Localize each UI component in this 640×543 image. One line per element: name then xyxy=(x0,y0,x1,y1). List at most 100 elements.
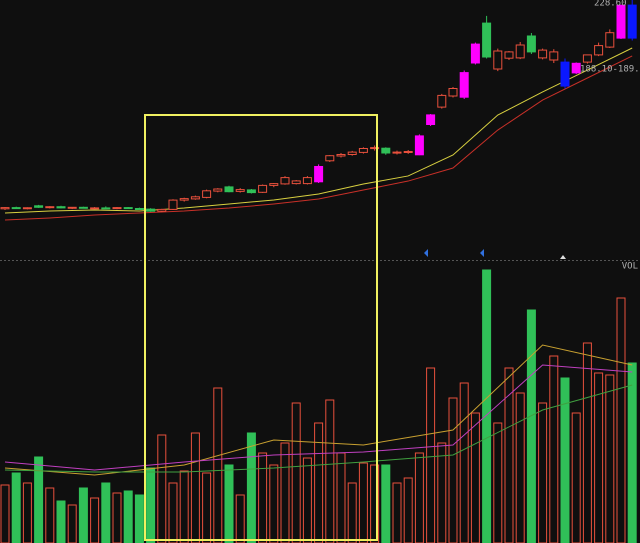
ma-line xyxy=(4,384,633,473)
volume-bar xyxy=(358,462,368,543)
volume-bar xyxy=(448,397,458,543)
volume-bar xyxy=(67,504,77,543)
candle-body xyxy=(414,135,424,156)
volume-bar xyxy=(538,402,548,543)
candle-body xyxy=(101,207,111,210)
volume-bar xyxy=(560,377,570,543)
volume-bar xyxy=(347,482,357,543)
volume-bar xyxy=(45,487,55,543)
volume-bar xyxy=(302,457,312,543)
candle-body xyxy=(470,43,480,64)
candle-body xyxy=(370,147,380,150)
signal-arrow xyxy=(560,255,566,259)
ma-line xyxy=(4,344,633,476)
volume-bar xyxy=(482,269,492,543)
volume-bar xyxy=(571,412,581,543)
volume-bar xyxy=(504,367,514,543)
candle-body xyxy=(11,207,21,210)
candle-body xyxy=(627,4,637,39)
candle-body xyxy=(325,155,335,162)
volume-bar xyxy=(146,467,156,543)
volume-bar xyxy=(414,452,424,543)
candle-body xyxy=(280,177,290,185)
candle-body xyxy=(22,207,32,210)
volume-bar xyxy=(526,309,536,543)
candle-body xyxy=(291,180,301,185)
candle-body xyxy=(403,151,413,153)
volume-bar xyxy=(515,392,525,543)
candle-body xyxy=(45,206,55,209)
candle-body xyxy=(78,206,88,209)
candle-body xyxy=(515,44,525,59)
volume-bar xyxy=(381,464,391,543)
candle-body xyxy=(302,177,312,185)
candle-body xyxy=(67,206,77,209)
candle-body xyxy=(190,196,200,200)
volume-label: VOL xyxy=(622,262,638,272)
volume-bar xyxy=(336,452,346,543)
candle-body xyxy=(538,49,548,59)
volume-bar xyxy=(202,472,212,543)
volume-bar xyxy=(582,342,592,543)
volume-bar xyxy=(179,470,189,543)
candle-body xyxy=(560,61,570,87)
volume-bar xyxy=(112,492,122,543)
candle-body xyxy=(0,207,10,210)
volume-bar xyxy=(134,494,144,543)
candle-body xyxy=(605,32,615,48)
candle-body xyxy=(482,22,492,58)
volume-bar xyxy=(459,382,469,543)
volume-bar xyxy=(493,422,503,543)
candle-body xyxy=(34,205,44,208)
candle-body xyxy=(381,147,391,154)
volume-bar xyxy=(90,497,100,543)
candle-body xyxy=(90,207,100,210)
candle-body xyxy=(179,198,189,201)
candle-body xyxy=(448,88,458,97)
candle-body xyxy=(437,94,447,108)
candle-body xyxy=(134,208,144,210)
volume-bar xyxy=(470,412,480,543)
volume-bar xyxy=(426,367,436,543)
candle-body xyxy=(246,189,256,194)
price-annotation: 188.10-189.41 xyxy=(580,65,640,75)
volume-bar xyxy=(325,399,335,543)
volume-bar xyxy=(190,432,200,543)
candle-body xyxy=(347,151,357,156)
candle-body xyxy=(392,151,402,154)
candle-body xyxy=(594,45,604,56)
candle-body xyxy=(526,35,536,53)
candle-body xyxy=(493,50,503,70)
candle-body xyxy=(258,184,268,193)
candle-body xyxy=(459,72,469,98)
volume-bar xyxy=(269,464,279,543)
candle-body xyxy=(504,51,514,59)
volume-bar xyxy=(392,482,402,543)
candle-body xyxy=(157,208,167,212)
volume-bar xyxy=(22,482,32,543)
volume-bar xyxy=(258,452,268,543)
volume-bar xyxy=(370,464,380,543)
volume-bar xyxy=(213,387,223,543)
candle-body xyxy=(549,51,559,61)
ma-line xyxy=(4,364,633,471)
volume-bar xyxy=(56,500,66,543)
candle-body xyxy=(269,183,279,186)
volume-bar xyxy=(235,494,245,543)
candle-body xyxy=(571,62,581,74)
volume-bar xyxy=(280,442,290,543)
candle-body xyxy=(56,206,66,209)
candle-body xyxy=(426,114,436,126)
volume-bar xyxy=(78,487,88,543)
ma-line xyxy=(4,55,633,221)
volume-bar xyxy=(627,362,637,543)
candle-body xyxy=(314,166,324,183)
volume-bar xyxy=(168,482,178,543)
volume-bar xyxy=(157,434,167,543)
volume-bar xyxy=(437,442,447,543)
candle-body xyxy=(616,4,626,39)
volume-bar xyxy=(0,484,10,543)
volume-bar xyxy=(11,472,21,543)
